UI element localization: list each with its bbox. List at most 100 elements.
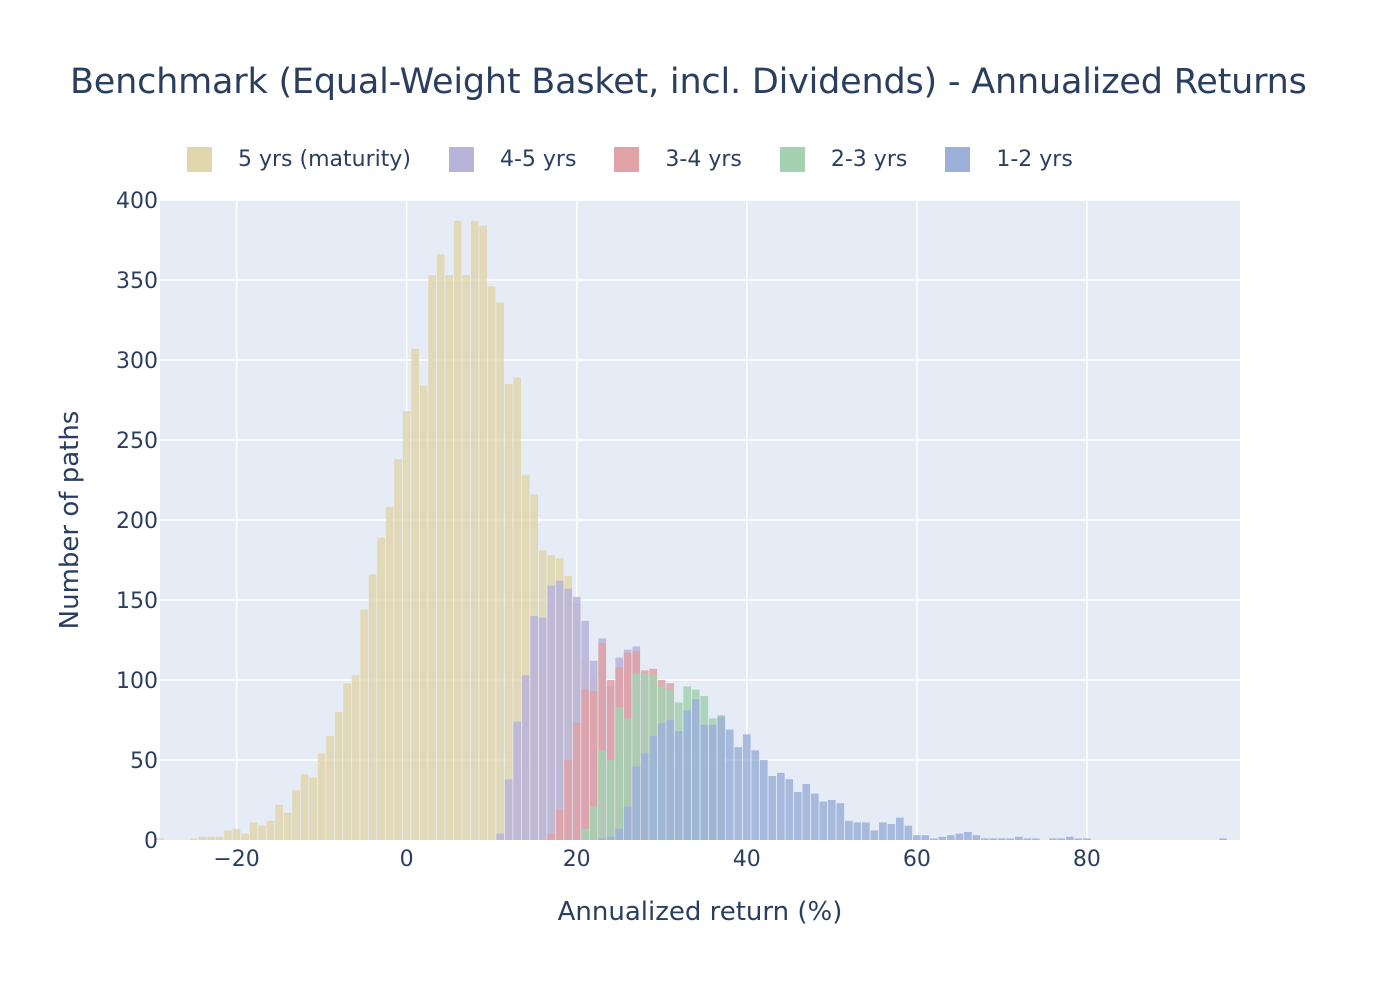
histogram-bar (581, 828, 590, 840)
histogram-bar (572, 723, 581, 840)
histogram-bar (683, 710, 692, 840)
histogram-bar (691, 699, 700, 840)
histogram-bar (334, 712, 343, 840)
histogram-bar (674, 731, 683, 840)
histogram-bar (436, 254, 445, 840)
histogram-bar (836, 803, 845, 840)
histogram-bar (564, 760, 573, 840)
histogram-bar (640, 753, 649, 840)
histogram-bar (632, 673, 641, 840)
histogram-bar (793, 792, 802, 840)
histogram-bar (1032, 838, 1040, 840)
histogram-bar (521, 475, 530, 840)
x-tick-label: 80 (1073, 847, 1101, 872)
histogram-bar (606, 760, 615, 840)
histogram-bar (275, 804, 283, 840)
chart-title: Benchmark (Equal-Weight Basket, incl. Di… (70, 62, 1307, 102)
histogram-bar (955, 833, 964, 840)
x-axis-label: Annualized return (%) (558, 897, 843, 927)
histogram-bar (930, 838, 938, 840)
histogram-bar (623, 718, 632, 840)
histogram-bar (649, 736, 658, 840)
histogram-bar (538, 617, 547, 840)
histogram-bar (862, 822, 870, 840)
histogram-bar (896, 817, 904, 840)
histogram-bar (258, 825, 266, 840)
histogram-bar (913, 835, 921, 840)
legend-item-4-5yrs[interactable]: 4-5 yrs (448, 146, 577, 172)
histogram-bar (921, 835, 930, 840)
histogram-bar (810, 793, 819, 840)
histogram-bar (1083, 838, 1091, 840)
legend-label: 2-3 yrs (830, 146, 908, 172)
histogram-bar (445, 275, 453, 840)
histogram-bar (360, 609, 368, 840)
histogram-bar (598, 643, 607, 840)
histogram-bar (428, 275, 436, 840)
histogram-bar (768, 776, 777, 840)
histogram-bar (487, 286, 496, 840)
legend-swatch (448, 146, 474, 172)
histogram-bar (564, 588, 573, 840)
legend-swatch (187, 146, 212, 172)
legend-item-3-4yrs[interactable]: 3-4 yrs (614, 146, 742, 172)
histogram-bar (581, 689, 590, 840)
histogram-bar (1057, 838, 1066, 840)
histogram-bar (1006, 838, 1015, 840)
legend-label: 4-5 yrs (499, 146, 577, 172)
histogram-bar (530, 616, 538, 840)
histogram-bar (666, 720, 675, 840)
histogram-bar (879, 822, 887, 840)
histogram-bar (776, 772, 785, 840)
legend-swatch (945, 146, 971, 172)
histogram-bar (385, 507, 394, 840)
legend-swatch (614, 146, 640, 172)
legend-item-1-2yrs[interactable]: 1-2 yrs (945, 146, 1073, 172)
legend-label: 1-2 yrs (996, 146, 1073, 172)
y-tick-label: 250 (116, 429, 158, 454)
histogram-bar (513, 721, 521, 840)
y-tick-label: 100 (116, 669, 158, 694)
histogram-bar (198, 836, 207, 840)
histogram-bar (453, 220, 462, 841)
histogram-bar (411, 348, 419, 840)
histogram-bar (700, 724, 709, 840)
histogram-bar (589, 691, 598, 840)
histogram-bar (547, 833, 556, 840)
histogram-bar (496, 302, 504, 840)
histogram-bar (266, 820, 275, 840)
histogram-bar (623, 806, 632, 840)
histogram-bar (725, 729, 734, 840)
x-tick-label: 20 (563, 847, 591, 872)
y-tick-label: 200 (116, 509, 158, 534)
histogram-bar (904, 825, 913, 840)
legend: 5 yrs (maturity) 4-5 yrs 3-4 yrs 2-3 yrs… (187, 142, 1111, 176)
histogram-bar (827, 800, 836, 840)
histogram-bar (496, 833, 504, 840)
histogram-bar (377, 537, 385, 840)
histogram-bar (462, 275, 470, 840)
histogram-bar (207, 836, 215, 840)
histogram-bar (887, 824, 896, 840)
histogram-bar (615, 828, 624, 840)
legend-item-2-3yrs[interactable]: 2-3 yrs (779, 146, 908, 172)
histogram-bar (402, 411, 411, 840)
histogram-bar (547, 585, 556, 840)
histogram-bar (998, 838, 1006, 840)
histogram-bar (555, 580, 564, 840)
y-tick-label: 150 (116, 589, 158, 614)
histogram-bar (513, 377, 521, 840)
x-tick-label: 40 (733, 847, 761, 872)
legend-item-5yrs[interactable]: 5 yrs (maturity) (187, 146, 411, 172)
bars (156, 220, 1227, 841)
y-tick-label: 300 (116, 349, 158, 374)
histogram-bar (785, 779, 794, 840)
histogram-bar (870, 830, 879, 840)
histogram-bar (802, 784, 811, 840)
histogram-bar (759, 760, 768, 840)
histogram-bar (156, 838, 164, 840)
histogram-bar (598, 838, 607, 840)
x-tick-label: −20 (213, 847, 259, 872)
histogram-bar (589, 806, 598, 840)
